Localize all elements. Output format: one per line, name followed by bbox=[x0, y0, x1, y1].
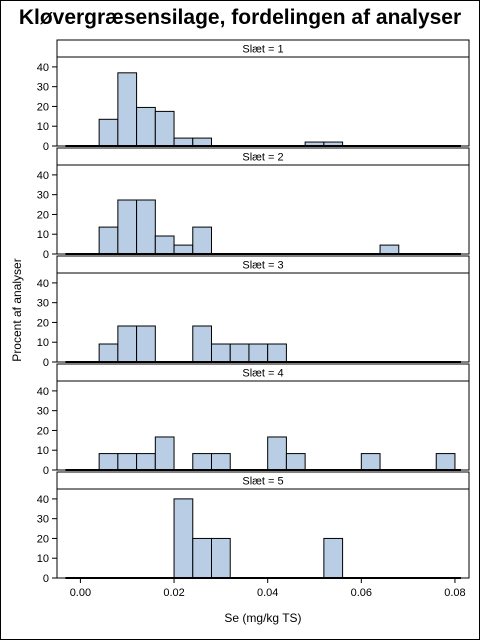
y-tick-label: 40 bbox=[37, 62, 49, 74]
histogram-bar bbox=[323, 537, 344, 579]
x-tick-label: 0.04 bbox=[257, 587, 278, 599]
histogram-bar bbox=[211, 343, 231, 363]
histogram-bar bbox=[117, 72, 138, 147]
y-tick-label: 10 bbox=[37, 553, 49, 565]
y-tick-label: 10 bbox=[37, 121, 49, 133]
histogram-bar bbox=[154, 110, 175, 147]
y-tick-label: 20 bbox=[37, 101, 49, 113]
y-tick-label: 10 bbox=[37, 337, 49, 349]
histogram-bar bbox=[117, 453, 138, 471]
histogram-bar bbox=[117, 325, 138, 363]
y-tick-label: 20 bbox=[37, 317, 49, 329]
y-tick-label: 0 bbox=[43, 573, 49, 585]
histogram-bar bbox=[98, 453, 119, 471]
histogram-bar bbox=[173, 244, 194, 255]
panel-label: Slæt = 3 bbox=[242, 260, 283, 272]
y-tick-label: 10 bbox=[37, 445, 49, 457]
histogram-bar bbox=[211, 453, 231, 471]
x-tick-label: 0.06 bbox=[351, 587, 372, 599]
histogram-bar bbox=[136, 199, 156, 255]
y-tick-label: 20 bbox=[37, 425, 49, 437]
histogram-bar bbox=[435, 453, 456, 471]
histogram-bar bbox=[229, 343, 250, 363]
y-tick-label: 30 bbox=[37, 298, 49, 310]
x-axis-label: Se (mg/kg TS) bbox=[224, 611, 301, 625]
y-tick-label: 40 bbox=[37, 386, 49, 398]
y-tick-label: 0 bbox=[43, 141, 49, 153]
chart-title: Kløvergræsensilage, fordelingen af analy… bbox=[18, 6, 462, 29]
y-tick-label: 30 bbox=[37, 190, 49, 202]
histogram-bar bbox=[285, 453, 306, 471]
histogram-bar bbox=[267, 436, 287, 471]
y-tick-label: 30 bbox=[37, 82, 49, 94]
panel-label: Slæt = 2 bbox=[242, 152, 283, 164]
histogram-bar bbox=[192, 453, 212, 471]
x-tick-label: 0.00 bbox=[70, 587, 91, 599]
y-axis-label: Procent af analyser bbox=[10, 258, 24, 361]
histogram-bar bbox=[136, 325, 156, 363]
histogram-bar bbox=[98, 226, 119, 255]
y-tick-label: 0 bbox=[43, 357, 49, 369]
y-tick-label: 0 bbox=[43, 249, 49, 261]
histogram-bar bbox=[98, 118, 119, 147]
histogram-bar bbox=[192, 537, 212, 579]
histogram-bar bbox=[379, 244, 400, 255]
panel-label: Slæt = 1 bbox=[242, 44, 283, 56]
histogram-bar bbox=[154, 436, 175, 471]
y-tick-label: 40 bbox=[37, 278, 49, 290]
histogram-bar bbox=[136, 106, 156, 147]
y-tick-label: 30 bbox=[37, 514, 49, 526]
histogram-bar bbox=[360, 453, 381, 471]
histogram-bar bbox=[173, 137, 194, 147]
histogram-bar bbox=[248, 343, 269, 363]
y-tick-label: 30 bbox=[37, 406, 49, 418]
x-tick-label: 0.08 bbox=[444, 587, 465, 599]
y-tick-label: 20 bbox=[37, 209, 49, 221]
panel-label: Slæt = 5 bbox=[242, 476, 283, 488]
histogram-bar bbox=[192, 226, 212, 255]
histogram-bar bbox=[154, 235, 175, 255]
y-tick-label: 10 bbox=[37, 229, 49, 241]
y-tick-label: 40 bbox=[37, 494, 49, 506]
histogram-bar bbox=[117, 199, 138, 255]
histogram-bar bbox=[267, 343, 287, 363]
x-tick-label: 0.02 bbox=[163, 587, 184, 599]
histogram-bar bbox=[173, 498, 194, 579]
panel-plot-area bbox=[56, 488, 470, 579]
histogram-bar bbox=[98, 343, 119, 363]
histogram-bar bbox=[192, 137, 212, 147]
histogram-bar bbox=[192, 325, 212, 363]
panel-label: Slæt = 4 bbox=[242, 368, 283, 380]
histogram-bar bbox=[211, 537, 231, 579]
y-tick-label: 40 bbox=[37, 170, 49, 182]
histogram-bar bbox=[136, 453, 156, 471]
y-tick-label: 0 bbox=[43, 465, 49, 477]
y-tick-label: 20 bbox=[37, 533, 49, 545]
